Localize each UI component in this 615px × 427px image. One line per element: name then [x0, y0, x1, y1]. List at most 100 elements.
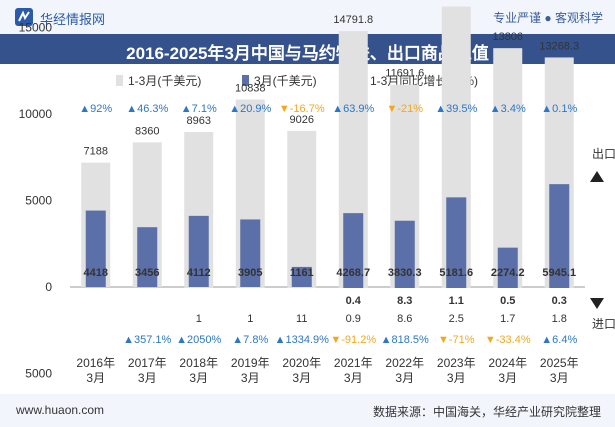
export-march-label: 3830.3	[388, 267, 422, 279]
export-march-bar	[188, 215, 209, 287]
import-march-bar	[497, 287, 518, 288]
footer-source: 数据来源：中国海关，华经产业研究院整理	[372, 405, 601, 419]
x-tick-label: 2016年 3月	[76, 356, 115, 385]
export-growth-label: ▲0.1%	[541, 103, 577, 115]
export-march-bar	[394, 220, 415, 287]
export-march-label: 1161	[290, 267, 314, 279]
import-cumulative-bar	[235, 287, 265, 288]
x-tick-label: 2023年 3月	[437, 356, 476, 385]
export-cumulative-label: 7188	[84, 146, 108, 158]
export-march-bar	[446, 197, 467, 287]
export-march-label: 4268.7	[336, 267, 370, 279]
export-march-bar	[137, 227, 158, 287]
export-march-bar	[343, 213, 364, 287]
x-tick-label-line: 2016年	[76, 356, 115, 370]
export-growth-label: ▲46.3%	[126, 103, 168, 115]
export-cumulative-label: 13806	[492, 31, 523, 43]
export-growth-label: ▲3.4%	[490, 103, 526, 115]
x-tick-label-line: 3月	[138, 371, 157, 385]
brand-name: 华经情报网	[40, 12, 106, 27]
x-tick-label-line: 3月	[550, 371, 569, 385]
x-tick-label: 2017年 3月	[128, 356, 167, 385]
x-tick-label: 2020年 3月	[282, 356, 321, 385]
y-tick-label: 0	[45, 280, 52, 294]
legend-label-cumulative: 1-3月(千美元)	[128, 74, 201, 88]
import-growth-label: ▼-71%	[438, 334, 475, 346]
import-march-label: 1.1	[449, 295, 464, 307]
export-growth-label: ▲39.5%	[435, 103, 477, 115]
import-cumulative-label: 0.9	[346, 313, 361, 325]
side-indicators: 出口 进口	[590, 147, 615, 331]
x-tick-label: 2024年 3月	[488, 356, 527, 385]
export-march-label: 3456	[135, 267, 159, 279]
export-march-bar	[291, 266, 312, 287]
x-tick-label-line: 2018年	[179, 356, 218, 370]
y-tick-label: 15000	[19, 21, 53, 35]
import-march-bar	[343, 287, 364, 288]
import-march-label: 8.3	[397, 295, 412, 307]
import-down-arrow-icon	[590, 298, 604, 309]
export-cumulative-label: 10838	[235, 83, 266, 95]
export-cumulative-bar	[287, 130, 317, 287]
import-cumulative-label: 2.5	[449, 313, 464, 325]
footer: www.huaon.com 数据来源：中国海关，华经产业研究院整理	[0, 394, 615, 427]
import-cumulative-bar	[287, 287, 317, 288]
x-tick-label: 2022年 3月	[385, 356, 424, 385]
chart-title: 2016-2025年3月中国与马约特进、出口商品总值	[126, 44, 489, 63]
x-tick-label-line: 3月	[241, 371, 260, 385]
huajing-logo-icon	[15, 8, 33, 26]
export-up-arrow-icon	[590, 171, 604, 182]
export-march-bar	[240, 219, 261, 287]
x-tick-label-line: 2022年	[385, 356, 424, 370]
export-growth-label: ▲92%	[79, 103, 112, 115]
import-growth-label: ▲357.1%	[123, 334, 171, 346]
export-march-label: 4112	[187, 267, 211, 279]
y-tick-label: 5000	[25, 367, 52, 381]
x-tick-label-line: 3月	[189, 371, 208, 385]
export-march-label: 2274.2	[491, 267, 525, 279]
export-march-bar	[85, 210, 106, 287]
import-cumulative-bar	[184, 287, 214, 288]
export-growth-label: ▼-16.7%	[279, 103, 325, 115]
legend-swatch-march	[242, 75, 249, 86]
x-tick-label: 2019年 3月	[231, 356, 270, 385]
y-tick-label: 5000	[25, 194, 52, 208]
x-tick-label-line: 3月	[292, 371, 311, 385]
import-cumulative-label: 1.7	[500, 313, 515, 325]
export-growth-label: ▲7.1%	[181, 103, 217, 115]
import-march-bar	[394, 287, 415, 288]
import-march-label: 0.5	[500, 295, 515, 307]
export-cumulative-label: 8360	[135, 125, 159, 137]
x-tick-label-line: 3月	[86, 371, 105, 385]
x-tick-label-line: 2019年	[231, 356, 270, 370]
import-march-bar	[549, 287, 570, 288]
export-march-label: 4418	[84, 267, 108, 279]
export-cumulative-label: 16213.8	[436, 0, 476, 2]
import-march-label: 0.4	[346, 295, 362, 307]
x-tick-label-line: 2023年	[437, 356, 476, 370]
legend-label-march: 3月(千美元)	[254, 74, 317, 88]
import-march-bar	[446, 287, 467, 288]
x-tick-label-line: 3月	[395, 371, 414, 385]
import-cumulative-label: 8.6	[397, 313, 412, 325]
footer-site: www.huaon.com	[16, 403, 105, 417]
x-tick-label-line: 2017年	[128, 356, 167, 370]
x-tick-label-line: 3月	[498, 371, 517, 385]
import-side-label: 进口	[592, 317, 615, 331]
import-growth-label: ▲7.8%	[232, 334, 268, 346]
export-march-label: 3905	[238, 267, 262, 279]
import-growth-label: ▲1334.9%	[275, 334, 330, 346]
export-side-label: 出口	[592, 147, 615, 161]
x-tick-label-line: 2025年	[540, 356, 579, 370]
x-tick-label-line: 2021年	[334, 356, 373, 370]
import-march-label: 0.3	[552, 295, 567, 307]
export-march-bar	[549, 184, 570, 287]
import-growth-label: ▲6.4%	[541, 334, 577, 346]
import-growth-label: ▼-91.2%	[330, 334, 376, 346]
import-cumulative-label: 1	[196, 313, 202, 325]
y-axis: 200001500010000500005000	[19, 21, 53, 381]
export-cumulative-label: 8963	[187, 115, 211, 127]
